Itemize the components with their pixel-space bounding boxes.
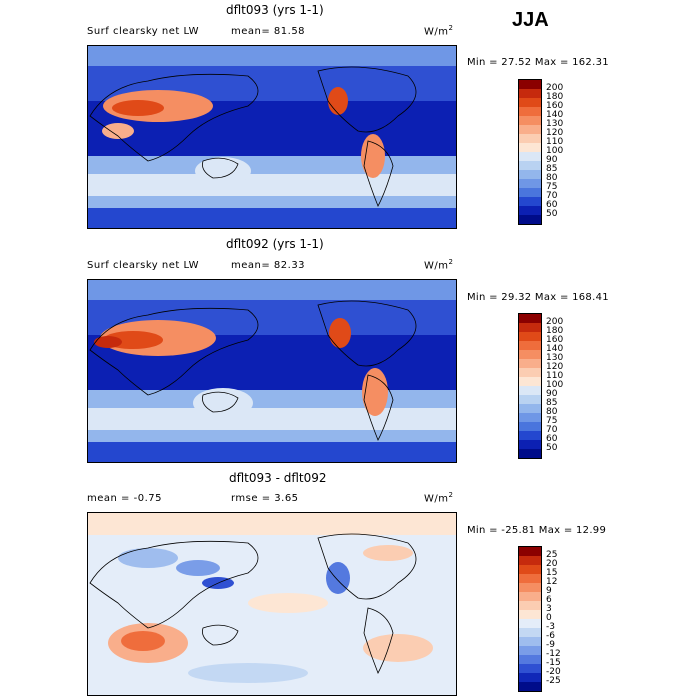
panel2-cbar-tick: 130 <box>546 353 564 363</box>
panel3-cbar-tick: 12 <box>546 577 558 587</box>
panel2-cbar-tick: 140 <box>546 344 564 354</box>
panel2-map <box>87 279 457 463</box>
panel2-title: dflt092 (yrs 1-1) <box>226 237 324 251</box>
panel3-cbar-tick: 0 <box>546 613 552 623</box>
panel2-cbar-tick: 100 <box>546 380 564 390</box>
panel3-map <box>87 512 457 696</box>
panel1-cbar-tick: 80 <box>546 173 558 183</box>
panel2-cbar-tick: 180 <box>546 326 564 336</box>
panel3-colorbar <box>518 546 542 692</box>
panel2-cbar-tick: 75 <box>546 416 558 426</box>
panel3-cbar-tick: 6 <box>546 595 552 605</box>
panel3-cbar-tick: 9 <box>546 586 552 596</box>
panel2-variable-label: Surf clearsky net LW <box>87 260 200 271</box>
panel1-cbar-tick: 85 <box>546 164 558 174</box>
panel3-cbar-tick: -20 <box>546 667 561 677</box>
panel2-cbar-tick: 85 <box>546 398 558 408</box>
panel1-cbar-tick: 130 <box>546 119 564 129</box>
panel1-cbar-tick: 70 <box>546 191 558 201</box>
panel3-cbar-tick: 20 <box>546 559 558 569</box>
panel3-mean-label: mean = -0.75 <box>87 493 162 504</box>
panel3-cbar-tick: 25 <box>546 550 558 560</box>
panel3-cbar-tick: -25 <box>546 676 561 686</box>
panel3-cbar-tick: -12 <box>546 649 561 659</box>
panel2-range-text: Min = 29.32 Max = 168.41 <box>467 292 609 303</box>
panel2-cbar-tick: 60 <box>546 434 558 444</box>
panel1-cbar-tick: 200 <box>546 83 564 93</box>
season-label: JJA <box>512 9 549 31</box>
panel3-cbar-tick: 3 <box>546 604 552 614</box>
panel1-map <box>87 45 457 229</box>
panel3-cbar-tick: 15 <box>546 568 558 578</box>
panel2-cbar-tick: 120 <box>546 362 564 372</box>
panel1-range-text: Min = 27.52 Max = 162.31 <box>467 57 609 68</box>
panel1-cbar-tick: 110 <box>546 137 564 147</box>
panel1-variable-label: Surf clearsky net LW <box>87 26 200 37</box>
panel1-cbar-tick: 60 <box>546 200 558 210</box>
panel2-cbar-tick: 80 <box>546 407 558 417</box>
panel1-title: dflt093 (yrs 1-1) <box>226 3 324 17</box>
panel1-cbar-tick: 180 <box>546 92 564 102</box>
panel1-mean-label: mean= 81.58 <box>231 26 306 37</box>
panel3-cbar-tick: -3 <box>546 622 555 632</box>
panel2-map-field <box>88 280 456 462</box>
panel2-mean-label: mean= 82.33 <box>231 260 306 271</box>
panel1-cbar-tick: 50 <box>546 209 558 219</box>
panel3-cbar-tick: -15 <box>546 658 561 668</box>
panel3-title: dflt093 - dflt092 <box>229 471 327 485</box>
panel1-units: W/m2 <box>424 24 454 38</box>
panel1-cbar-tick: 160 <box>546 101 564 111</box>
panel3-range-text: Min = -25.81 Max = 12.99 <box>467 525 607 536</box>
panel1-cbar-tick: 120 <box>546 128 564 138</box>
panel1-colorbar <box>518 79 542 225</box>
panel2-cbar-tick: 110 <box>546 371 564 381</box>
panel3-rmse-label: rmse = 3.65 <box>231 493 299 504</box>
panel1-cbar-tick: 90 <box>546 155 558 165</box>
panel1-map-field <box>88 46 456 228</box>
panel1-cbar-tick: 75 <box>546 182 558 192</box>
panel3-units: W/m2 <box>424 491 454 505</box>
panel1-cbar-tick: 100 <box>546 146 564 156</box>
panel2-cbar-tick: 90 <box>546 389 558 399</box>
panel2-units: W/m2 <box>424 258 454 272</box>
panel2-cbar-tick: 160 <box>546 335 564 345</box>
panel3-map-field <box>88 513 456 695</box>
panel3-cbar-tick: -6 <box>546 631 555 641</box>
panel2-cbar-tick: 50 <box>546 443 558 453</box>
panel3-cbar-tick: -9 <box>546 640 555 650</box>
panel2-cbar-tick: 70 <box>546 425 558 435</box>
panel1-cbar-tick: 140 <box>546 110 564 120</box>
panel2-cbar-tick: 200 <box>546 317 564 327</box>
panel2-colorbar <box>518 313 542 459</box>
